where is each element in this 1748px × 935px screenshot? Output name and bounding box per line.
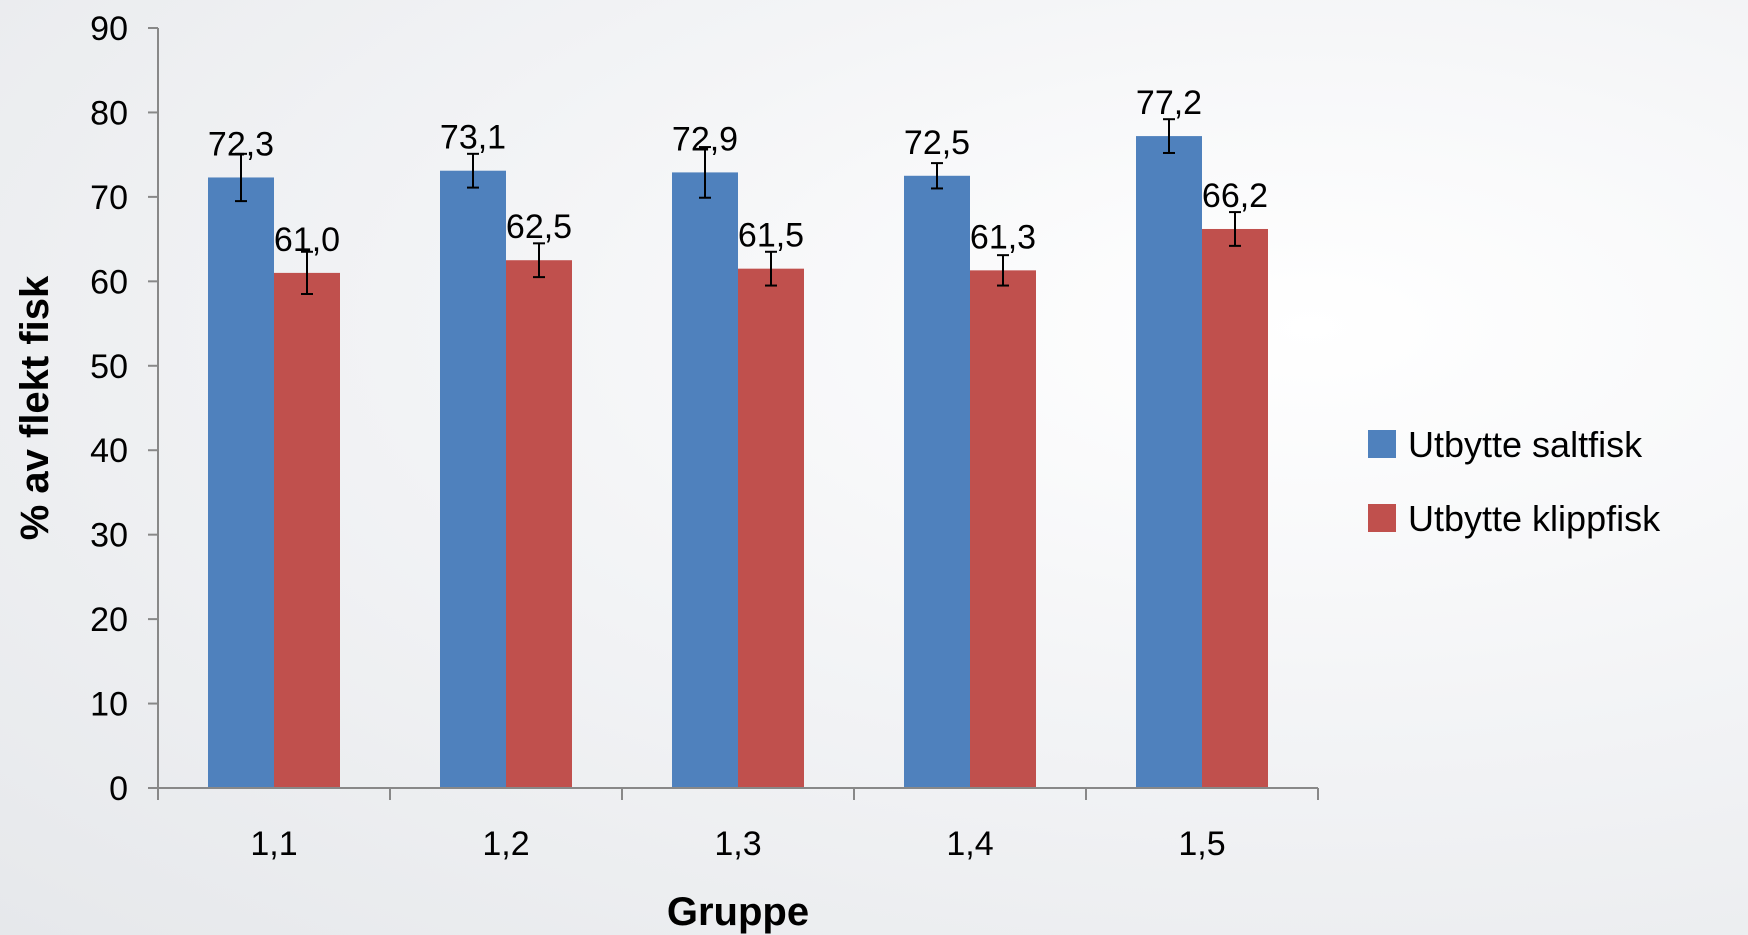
legend-label: Utbytte saltfisk — [1408, 424, 1643, 465]
bar — [970, 270, 1036, 788]
y-tick-label: 50 — [90, 348, 128, 386]
bar — [1136, 136, 1202, 789]
x-tick-label: 1,5 — [1178, 825, 1225, 863]
y-axis-title: % av flekt fisk — [13, 275, 57, 540]
data-label: 61,5 — [738, 217, 804, 255]
x-tick-label: 1,2 — [482, 825, 529, 863]
bar — [1202, 228, 1268, 788]
y-tick-label: 20 — [90, 601, 128, 639]
data-label: 72,9 — [672, 120, 738, 158]
data-label: 61,3 — [970, 218, 1036, 256]
y-tick-label: 80 — [90, 94, 128, 132]
data-label: 72,5 — [904, 124, 970, 162]
y-tick-label: 40 — [90, 432, 128, 470]
bar — [274, 272, 340, 788]
data-labels: 72,3 73,1 72,9 72,5 77,2 61,0 62,5 61,5 61,3 66,2 — [208, 84, 1268, 259]
bar — [738, 268, 804, 789]
y-tick-label: 10 — [90, 686, 128, 724]
bar — [672, 172, 738, 788]
legend: Utbytte saltfisk Utbytte klippfisk — [1368, 424, 1661, 539]
data-label: 66,2 — [1202, 177, 1268, 215]
bar — [440, 170, 506, 788]
legend-label: Utbytte klippfisk — [1408, 498, 1661, 539]
bar — [904, 175, 970, 788]
legend-swatch — [1368, 504, 1396, 532]
bar — [506, 260, 572, 788]
data-label: 62,5 — [506, 208, 572, 246]
y-tick-label: 70 — [90, 179, 128, 217]
data-label: 61,0 — [274, 221, 340, 259]
y-axis-ticks: 0 10 20 30 40 50 60 70 80 90 — [90, 10, 158, 808]
x-tick-label: 1,1 — [250, 825, 297, 863]
x-tick-label: 1,4 — [946, 825, 993, 863]
y-tick-label: 60 — [90, 263, 128, 301]
y-tick-label: 90 — [90, 10, 128, 48]
x-tick-label: 1,3 — [714, 825, 761, 863]
legend-swatch — [1368, 430, 1396, 458]
bars — [208, 136, 1268, 789]
error-bars — [235, 118, 1241, 295]
data-label: 72,3 — [208, 125, 274, 163]
bar — [208, 177, 274, 788]
y-tick-label: 30 — [90, 517, 128, 555]
data-label: 77,2 — [1136, 84, 1202, 122]
x-axis-title: Gruppe — [667, 890, 809, 934]
data-label: 73,1 — [440, 119, 506, 157]
x-axis-ticks: 1,1 1,2 1,3 1,4 1,5 — [157, 788, 1319, 863]
y-tick-label: 0 — [109, 770, 128, 808]
